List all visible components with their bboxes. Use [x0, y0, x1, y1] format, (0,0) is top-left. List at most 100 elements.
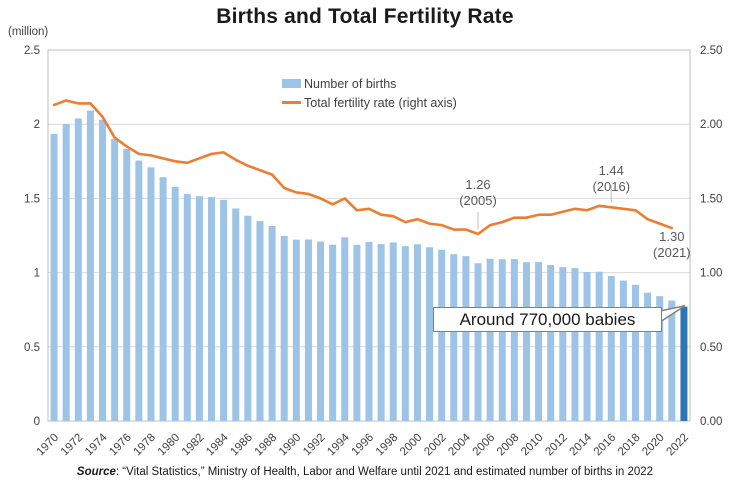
annotation-tfr-latest-2021: 1.30 (2021) [612, 229, 730, 262]
births-swatch-icon [282, 79, 301, 88]
legend-item-births: Number of births [282, 74, 457, 93]
births-2022-callout: Around 770,000 babies [433, 307, 662, 332]
bar [510, 259, 518, 421]
x-axis-year-label: 1982 [180, 432, 207, 459]
right-axis-tick-label: 2.50 [700, 45, 722, 57]
annotation-year: (2005) [459, 193, 497, 209]
bar [220, 199, 228, 421]
bar [159, 177, 167, 421]
bar [595, 271, 603, 421]
bar [123, 148, 131, 422]
x-axis-year-label: 1972 [59, 432, 86, 459]
legend-label-fertility: Total fertility rate (right axis) [304, 95, 457, 110]
bar [304, 239, 312, 421]
x-axis-year-label: 2018 [616, 432, 643, 459]
x-axis-year-label: 1988 [253, 432, 280, 459]
bar [401, 246, 409, 421]
bar [619, 280, 627, 421]
bar [147, 167, 155, 421]
bar [256, 221, 264, 421]
x-axis-year-label: 1970 [35, 432, 62, 459]
bar [317, 241, 325, 421]
source-note: Source: “Vital Statistics,” Ministry of … [0, 466, 730, 478]
left-axis-unit-label: (million) [8, 26, 49, 38]
x-axis-year-label: 2010 [519, 432, 546, 459]
x-axis-year-label: 2006 [471, 432, 498, 459]
bar [535, 262, 543, 421]
bar [583, 272, 591, 421]
left-axis-tick-label: 1.5 [24, 193, 40, 205]
annotation-tfr-min-2005: 1.26 (2005) [418, 177, 538, 210]
bar [135, 160, 143, 422]
bar [195, 196, 203, 421]
bar [389, 242, 397, 421]
x-axis-year-label: 2004 [446, 431, 473, 458]
annotation-value: 1.30 [659, 229, 685, 244]
legend: Number of births Total fertility rate (r… [282, 74, 457, 112]
x-axis-year-label: 2000 [398, 432, 425, 459]
x-axis-year-label: 1978 [132, 432, 159, 459]
bar [486, 258, 494, 421]
bar [50, 133, 58, 422]
x-axis-year-label: 1986 [228, 432, 255, 459]
left-axis-tick-label: 1 [34, 268, 40, 280]
legend-label-births: Number of births [304, 76, 397, 91]
bar [462, 256, 470, 421]
x-axis-year-label: 1992 [301, 432, 328, 459]
x-axis-year-label: 2008 [495, 432, 522, 459]
annotation-year: (2021) [653, 245, 691, 261]
bar [644, 292, 652, 421]
bar [438, 249, 446, 421]
bar [62, 124, 70, 421]
bar [668, 300, 676, 421]
annotation-value: 1.44 [598, 163, 624, 178]
bar [498, 259, 506, 421]
x-axis-year-label: 1994 [325, 431, 352, 458]
annotation-year: (2016) [592, 179, 631, 195]
bar [559, 267, 567, 421]
bar [377, 244, 385, 421]
left-axis-tick-label: 2 [34, 119, 40, 131]
fertility-rate-line [52, 99, 674, 236]
bar [268, 226, 276, 421]
bar [99, 119, 107, 422]
bar [474, 263, 482, 421]
bar [329, 244, 337, 421]
bar [426, 247, 434, 421]
bar [208, 197, 216, 421]
chart-title: Births and Total Fertility Rate [216, 5, 514, 28]
bar-2022-highlight [680, 306, 688, 421]
x-axis-year-label: 2014 [568, 431, 595, 458]
bar [341, 237, 349, 421]
bar [656, 296, 664, 421]
bar [111, 138, 119, 421]
x-axis-year-label: 2002 [422, 432, 449, 459]
right-axis-tick-label: 0.50 [700, 342, 722, 354]
bar [232, 208, 240, 421]
bar [547, 265, 555, 421]
right-axis-tick-label: 2.00 [700, 119, 722, 131]
bar [183, 194, 191, 421]
left-axis-tick-label: 2.5 [24, 45, 40, 57]
bar [292, 239, 300, 421]
bar [353, 244, 361, 421]
bar [631, 284, 639, 421]
x-axis-year-label: 1996 [350, 432, 377, 459]
x-axis-year-label: 1976 [107, 432, 134, 459]
right-axis-tick-label: 1.50 [700, 193, 722, 205]
bar [86, 110, 94, 421]
bar [171, 186, 179, 421]
x-axis-year-label: 2022 [664, 432, 691, 459]
bar [244, 215, 252, 421]
x-axis-year-label: 2016 [592, 432, 619, 459]
x-axis-year-label: 1980 [156, 432, 183, 459]
bar [607, 276, 615, 421]
legend-item-fertility: Total fertility rate (right axis) [282, 93, 457, 112]
annotation-value: 1.26 [465, 177, 491, 192]
right-axis-tick-label: 0.00 [700, 416, 722, 428]
bar [522, 262, 530, 421]
source-text: : “Vital Statistics,” Ministry of Health… [115, 466, 654, 478]
left-axis-tick-label: 0 [34, 416, 40, 428]
